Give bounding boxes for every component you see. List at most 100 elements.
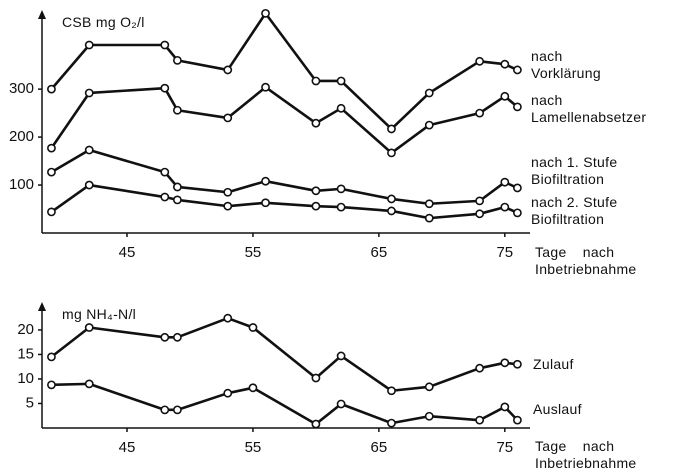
data-point: [160, 192, 170, 202]
data-point: [47, 143, 56, 153]
data-point: [84, 88, 94, 98]
data-point: [160, 405, 170, 415]
data-point: [475, 209, 485, 219]
data-point: [261, 176, 270, 186]
x-tick-label: 75: [496, 244, 513, 261]
data-point: [387, 386, 396, 396]
data-point: [223, 113, 233, 123]
series-line: [50, 85, 519, 155]
x-axis-label: Tage nach Inbetriebnahme: [535, 244, 637, 277]
data-point: [311, 118, 321, 128]
data-point: [424, 88, 434, 98]
data-point: [500, 177, 510, 187]
data-point: [172, 105, 182, 115]
data-point: [387, 148, 396, 158]
data-point: [261, 198, 270, 208]
data-point: [424, 120, 434, 130]
data-point: [223, 388, 233, 398]
x-tick-label: 65: [371, 439, 388, 456]
data-point: [84, 145, 94, 155]
y-tick-label: 15: [17, 345, 34, 362]
data-point: [84, 379, 94, 389]
data-point: [513, 102, 522, 112]
data-point: [261, 82, 270, 92]
data-point: [47, 352, 56, 362]
data-point: [513, 65, 522, 75]
data-point: [223, 313, 233, 323]
data-point: [424, 411, 434, 421]
x-tick-label: 75: [496, 439, 513, 456]
x-tick-label: 45: [119, 439, 136, 456]
y-tick-label: 20: [17, 321, 34, 338]
data-point: [424, 199, 434, 209]
data-point: [47, 84, 56, 94]
data-point: [47, 207, 56, 217]
data-point: [500, 202, 510, 212]
data-point: [311, 201, 321, 211]
data-point: [172, 182, 182, 192]
data-point: [500, 59, 510, 69]
x-tick-label: 55: [245, 439, 262, 456]
series-label: nach 2. Stufe Biofiltration: [531, 194, 618, 227]
series-line: [50, 148, 518, 206]
data-point: [513, 359, 522, 369]
y-tick-label: 10: [17, 370, 34, 387]
y-axis-label: CSB mg O₂/l: [62, 14, 145, 30]
data-point: [160, 332, 170, 342]
data-point: [223, 65, 233, 75]
data-point: [223, 187, 233, 197]
y-tick-label: 300: [9, 80, 34, 97]
data-point: [424, 382, 434, 392]
data-point: [160, 83, 170, 93]
data-point: [311, 373, 321, 383]
y-tick-label: 100: [9, 176, 34, 193]
data-point: [336, 184, 346, 194]
data-point: [311, 186, 321, 196]
data-point: [387, 418, 396, 428]
data-point: [500, 402, 510, 412]
data-point: [475, 415, 485, 425]
data-point: [475, 108, 485, 118]
data-point: [47, 380, 56, 390]
data-point: [336, 202, 346, 212]
data-point: [475, 56, 485, 66]
x-axis-label: Tage nach Inbetriebnahme: [535, 438, 637, 471]
data-point: [513, 183, 522, 193]
x-tick-label: 55: [245, 244, 262, 261]
data-point: [311, 76, 321, 86]
x-tick-label: 45: [119, 244, 136, 261]
data-point: [500, 358, 510, 368]
x-tick-label: 65: [371, 244, 388, 261]
data-point: [248, 323, 258, 332]
data-point: [84, 180, 94, 190]
data-point: [84, 323, 94, 332]
series-label: nach Lamellenabsetzer: [531, 92, 647, 125]
series-label: Auslauf: [533, 401, 582, 417]
data-point: [336, 351, 346, 361]
series-line: [51, 382, 519, 426]
series-label: nach Vorklärung: [531, 48, 601, 81]
data-point: [387, 206, 396, 216]
data-point: [387, 194, 396, 204]
data-point: [311, 419, 321, 429]
data-point: [500, 91, 510, 101]
data-point: [336, 76, 346, 86]
series-label: nach 1. Stufe Biofiltration: [531, 154, 618, 187]
data-point: [248, 383, 258, 393]
data-point: [47, 167, 56, 177]
data-point: [424, 213, 434, 223]
data-point: [172, 332, 182, 342]
data-point: [336, 399, 346, 409]
data-point: [160, 40, 170, 50]
data-point: [172, 55, 182, 65]
data-point: [336, 103, 346, 113]
y-tick-label: 200: [9, 128, 34, 145]
y-tick-label: 5: [26, 394, 34, 411]
y-axis-arrow: [38, 302, 46, 311]
data-point: [475, 196, 485, 206]
data-point: [475, 363, 485, 373]
data-point: [160, 167, 170, 177]
data-point: [513, 415, 522, 425]
